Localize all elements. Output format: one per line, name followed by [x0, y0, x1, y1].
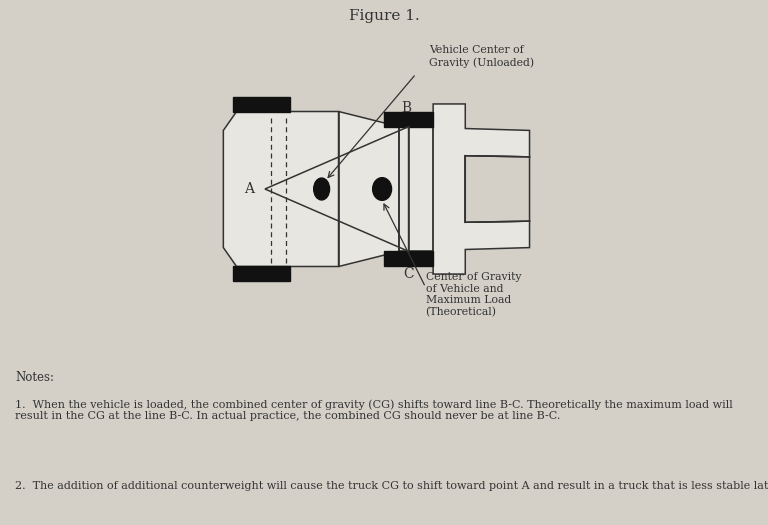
Bar [384, 112, 433, 127]
Text: Notes:: Notes: [15, 371, 55, 384]
Text: C: C [403, 267, 414, 281]
Text: Center of Gravity
of Vehicle and
Maximum Load
(Theoretical): Center of Gravity of Vehicle and Maximum… [425, 272, 521, 317]
Text: B: B [402, 101, 412, 116]
Polygon shape [223, 111, 339, 267]
Bar [384, 251, 433, 266]
Text: Vehicle Center of
Gravity (Unloaded): Vehicle Center of Gravity (Unloaded) [429, 45, 535, 68]
Bar [233, 97, 290, 111]
Bar [233, 267, 290, 281]
Text: Figure 1.: Figure 1. [349, 9, 419, 24]
Ellipse shape [372, 177, 392, 201]
Polygon shape [399, 127, 433, 251]
Polygon shape [433, 104, 529, 274]
Text: 2.  The addition of additional counterweight will cause the truck CG to shift to: 2. The addition of additional counterwei… [15, 481, 768, 491]
Text: 1.  When the vehicle is loaded, the combined center of gravity (CG) shifts towar: 1. When the vehicle is loaded, the combi… [15, 399, 733, 421]
Text: A: A [244, 182, 254, 196]
Polygon shape [339, 111, 399, 267]
Polygon shape [465, 156, 529, 222]
Ellipse shape [313, 178, 329, 200]
